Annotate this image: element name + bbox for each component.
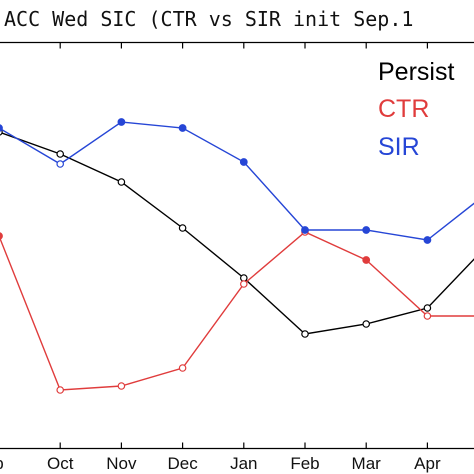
data-point-sir xyxy=(239,158,248,166)
legend-entry-persist: Persist xyxy=(378,58,454,86)
x-tick-label: Jan xyxy=(230,454,257,473)
data-point-sir xyxy=(117,118,126,126)
data-point-ctr xyxy=(240,280,248,288)
data-point-sir xyxy=(362,226,371,234)
data-point-ctr xyxy=(423,312,432,320)
data-point-ctr xyxy=(178,364,187,372)
data-point-sir xyxy=(423,236,432,244)
data-point-sir xyxy=(178,124,187,132)
data-point-persist xyxy=(301,330,309,338)
data-point-sir xyxy=(301,226,309,234)
x-tick-label: Nov xyxy=(106,454,137,473)
series-layer xyxy=(0,118,474,394)
x-axis-ticks: p Oct Nov Dec Jan Feb Mar Apr xyxy=(0,42,441,473)
data-point-persist xyxy=(117,178,126,186)
legend: Persist CTR SIR xyxy=(378,58,454,161)
data-point-persist xyxy=(56,150,65,158)
x-tick-label: Mar xyxy=(352,454,382,473)
x-tick-label: p xyxy=(0,454,4,473)
legend-entry-sir: SIR xyxy=(378,133,420,161)
data-point-ctr xyxy=(56,386,65,394)
x-tick-label: Oct xyxy=(47,454,74,473)
data-point-persist xyxy=(423,304,432,312)
data-point-sir xyxy=(56,160,65,168)
data-point-ctr xyxy=(0,232,3,240)
series-sir xyxy=(0,118,474,244)
data-point-ctr xyxy=(362,256,371,264)
data-point-ctr xyxy=(117,382,126,390)
x-tick-label: Feb xyxy=(290,454,319,473)
legend-entry-ctr: CTR xyxy=(378,95,429,123)
chart-title: ACC Wed SIC (CTR vs SIR init Sep.1 xyxy=(4,7,413,31)
data-point-persist xyxy=(362,320,371,328)
series-persist xyxy=(0,128,474,338)
data-point-persist xyxy=(178,224,187,232)
series-ctr xyxy=(0,228,474,394)
x-tick-label: Apr xyxy=(414,454,441,473)
series-line-ctr xyxy=(0,231,474,391)
x-tick-label: Dec xyxy=(167,454,198,473)
series-line-persist xyxy=(0,131,474,335)
data-point-sir xyxy=(0,124,3,132)
